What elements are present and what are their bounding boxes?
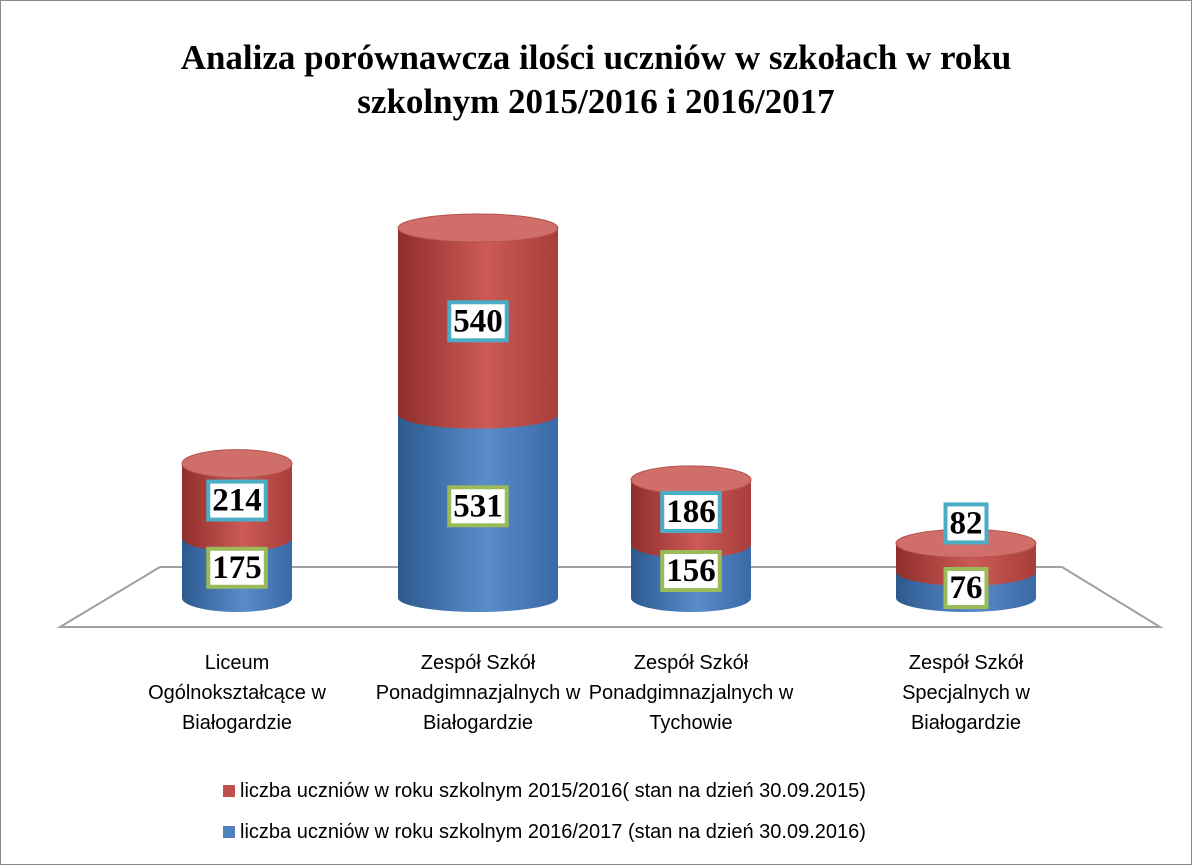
x-tick-label: Zespół Szkół Specjalnych w Białogardzie	[902, 652, 1030, 734]
value-label: 214	[212, 483, 262, 519]
cylinder-top	[630, 465, 752, 495]
value-label-box	[447, 485, 509, 528]
x-tick-label: Zespół Szkół Ponadgimnazjalnych w Tychow…	[588, 652, 794, 734]
value-label-box	[943, 502, 989, 545]
value-label: 186	[666, 494, 716, 530]
legend-label: liczba uczniów w roku szkolnym 2015/2016…	[240, 780, 866, 802]
x-tick-label: Liceum Ogólnokształcące w Białogardzie	[148, 652, 326, 734]
value-label: 76	[950, 570, 983, 606]
cylinder-top	[397, 213, 559, 243]
value-label-box	[660, 550, 722, 593]
legend-entry: liczba uczniów w roku szkolnym 2015/2016…	[223, 779, 866, 803]
value-label: 175	[212, 550, 262, 586]
value-label-box	[206, 479, 268, 522]
value-label: 540	[453, 303, 503, 339]
value-label: 156	[666, 553, 716, 589]
value-label: 82	[950, 505, 983, 541]
value-label-box	[447, 300, 509, 343]
cylinder-top	[181, 449, 293, 479]
value-label-box	[206, 546, 268, 589]
legend-swatch	[223, 785, 235, 797]
value-label-box	[660, 490, 722, 533]
legend-label: liczba uczniów w roku szkolnym 2016/2017…	[240, 821, 866, 843]
legend-entry: liczba uczniów w roku szkolnym 2016/2017…	[223, 820, 866, 844]
value-label: 531	[453, 488, 503, 524]
x-tick-label: Zespół Szkół Ponadgimnazjalnych w Białog…	[375, 652, 581, 734]
legend-swatch	[223, 826, 235, 838]
chart-title: Analiza porównawcza ilości uczniów w szk…	[180, 38, 1012, 121]
value-label-box	[943, 567, 989, 609]
floor	[56, 566, 1164, 628]
